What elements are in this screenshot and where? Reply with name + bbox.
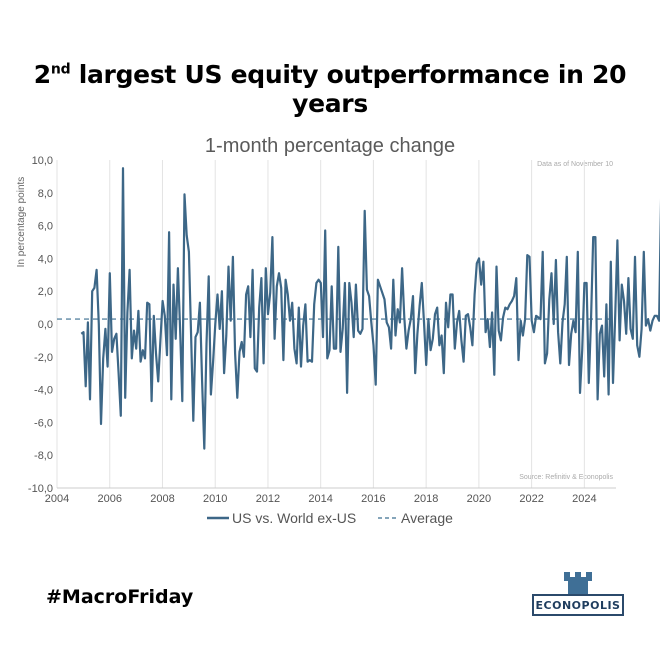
headline-prefix: 2 <box>33 60 51 89</box>
headline-superscript: nd <box>50 61 71 78</box>
legend-label-average: Average <box>401 510 453 526</box>
y-tick-label: -2,0 <box>34 352 53 364</box>
logo-box: ECONOPOLIS <box>532 594 624 616</box>
y-tick-label: 6,0 <box>38 221 53 233</box>
x-tick-label: 2024 <box>572 493 596 505</box>
y-tick-label: 10,0 <box>32 155 53 167</box>
x-tick-label: 2010 <box>203 493 227 505</box>
chart-title: 1-month percentage change <box>205 135 455 157</box>
x-tick-label: 2016 <box>361 493 385 505</box>
y-tick-label: 4,0 <box>38 253 53 265</box>
chart-note: Data as of November 10 <box>537 161 613 168</box>
chart-source: Source: Refinitiv & Econopolis <box>519 474 613 481</box>
series-line-us-vs-world <box>80 167 660 450</box>
headline: 2nd largest US equity outperformance in … <box>0 60 660 118</box>
y-tick-label: -4,0 <box>34 385 53 397</box>
chart: 1-month percentage change Data as of Nov… <box>16 135 660 526</box>
y-axis-ticks: -10,0 -8,0 -6,0 -4,0 -2,0 0,0 2,0 4,0 6,0 8,0 10,0 <box>28 155 53 495</box>
y-tick-label: -6,0 <box>34 417 53 429</box>
hashtag: #MacroFriday <box>46 586 194 608</box>
y-tick-label: 8,0 <box>38 188 53 200</box>
logo-text: ECONOPOLIS <box>535 599 621 612</box>
x-tick-label: 2008 <box>150 493 174 505</box>
x-tick-label: 2018 <box>414 493 438 505</box>
headline-rest: largest US equity outperformance in 20 y… <box>70 60 627 118</box>
x-tick-label: 2012 <box>256 493 280 505</box>
y-tick-label: 0,0 <box>38 319 53 331</box>
y-tick-label: -8,0 <box>34 450 53 462</box>
econopolis-logo: ECONOPOLIS <box>530 572 630 626</box>
y-tick-label: 2,0 <box>38 286 53 298</box>
x-tick-label: 2020 <box>467 493 491 505</box>
tower-icon <box>564 572 592 596</box>
x-tick-label: 2004 <box>45 493 69 505</box>
y-axis-label: In percentage points <box>16 177 27 268</box>
legend: US vs. World ex-US Average <box>207 510 453 526</box>
y-tick-label: -10,0 <box>28 483 53 495</box>
legend-label-series: US vs. World ex-US <box>232 510 356 526</box>
x-tick-label: 2022 <box>519 493 543 505</box>
x-tick-label: 2014 <box>308 493 332 505</box>
x-axis-ticks: 2004 2006 2008 2010 2012 2014 2016 2018 2020 2022… <box>45 493 597 505</box>
grid <box>56 160 616 489</box>
x-tick-label: 2006 <box>97 493 121 505</box>
